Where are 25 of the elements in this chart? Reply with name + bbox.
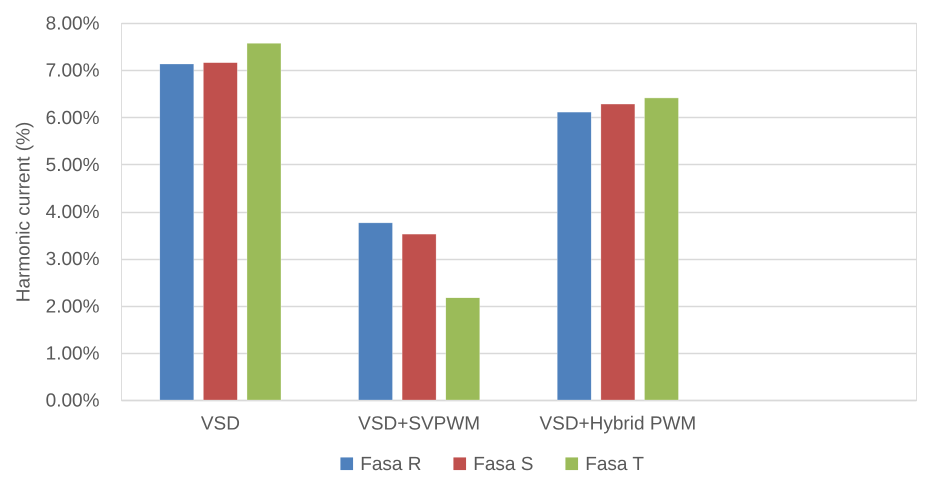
y-tick-label: 6.00% bbox=[46, 108, 100, 129]
bar bbox=[402, 234, 436, 400]
legend-label: Fasa R bbox=[360, 454, 422, 475]
bar bbox=[246, 42, 282, 400]
legend-label: Fasa T bbox=[585, 454, 644, 475]
x-tick-label: VSD+Hybrid PWM bbox=[539, 414, 696, 434]
y-tick-label: 7.00% bbox=[46, 60, 100, 82]
y-tick-label: 1.00% bbox=[46, 343, 100, 364]
bar bbox=[644, 98, 679, 400]
bar bbox=[358, 222, 393, 400]
bar bbox=[600, 104, 636, 400]
y-tick-label: 3.00% bbox=[46, 249, 100, 270]
x-tick-label: VSD+SVPWM bbox=[358, 414, 480, 434]
y-tick-label: 2.00% bbox=[46, 296, 100, 318]
y-axis-title: Harmonic current (%) bbox=[14, 122, 35, 302]
y-tick-label: 0.00% bbox=[46, 390, 100, 412]
bar bbox=[445, 297, 480, 400]
bar bbox=[159, 64, 194, 400]
y-tick-label: 8.00% bbox=[46, 14, 100, 34]
y-tick-label: 5.00% bbox=[46, 154, 100, 176]
bar bbox=[556, 112, 592, 400]
y-tick-label: 4.00% bbox=[46, 202, 100, 223]
x-tick-label: VSD bbox=[200, 414, 240, 434]
bar bbox=[203, 62, 238, 400]
legend-label: Fasa S bbox=[473, 454, 534, 475]
